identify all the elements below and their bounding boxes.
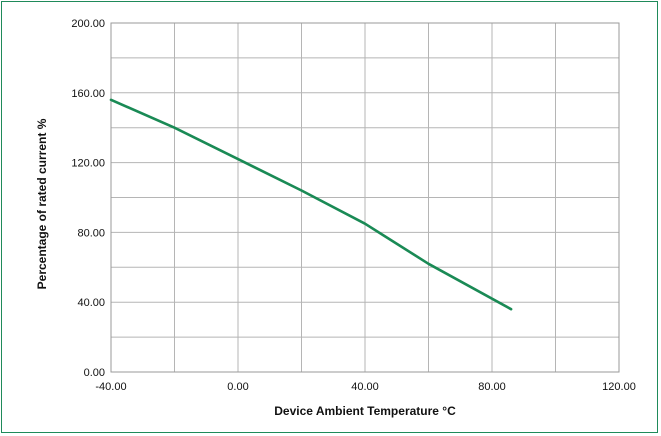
x-tick-label: 80.00: [478, 381, 506, 393]
grid: [110, 22, 620, 373]
y-tick-label: 80.00: [77, 227, 105, 239]
x-axis-label: Device Ambient Temperature °C: [274, 404, 456, 418]
series-layer: [109, 98, 513, 311]
y-tick-label: 160.00: [71, 88, 105, 100]
x-tick-label: -40.00: [95, 381, 126, 393]
y-tick-label: 0.00: [84, 367, 105, 379]
y-tick-label: 40.00: [77, 297, 105, 309]
x-tick-label: 40.00: [351, 381, 379, 393]
x-axis-ticks: -40.00 0.00 40.00 80.00 120.00: [95, 381, 635, 393]
y-axis-ticks: 0.00 40.00 80.00 120.00 160.00 200.00: [71, 18, 105, 379]
series-line: [109, 98, 513, 311]
x-tick-label: 120.00: [602, 381, 636, 393]
y-tick-label: 200.00: [71, 18, 105, 30]
x-tick-label: 0.00: [227, 381, 248, 393]
plot-area: [110, 22, 620, 373]
plot-border: [110, 22, 620, 373]
y-tick-label: 120.00: [71, 158, 105, 170]
y-axis-label: Percentage of rated current %: [35, 118, 49, 289]
